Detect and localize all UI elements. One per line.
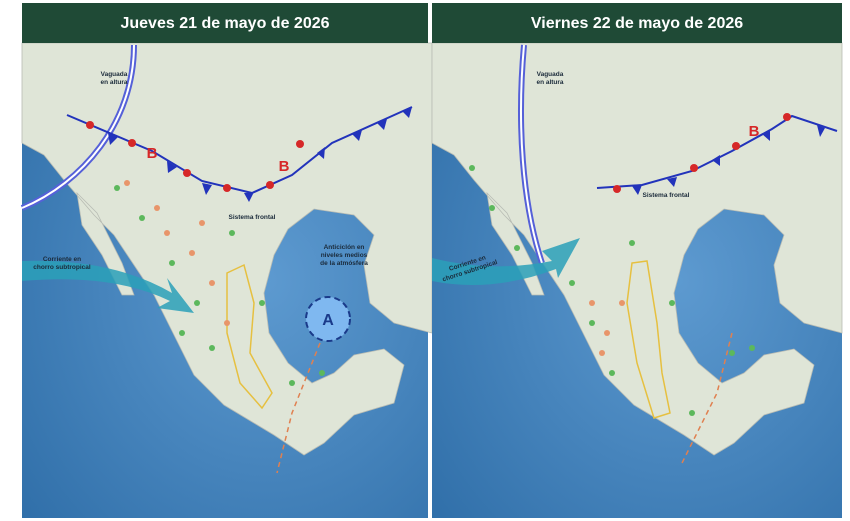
warm-front-marks: [86, 121, 304, 192]
panel: Viernes 22 de mayo de 2026 B Vaguada en a…: [431, 3, 843, 518]
trough: [520, 44, 543, 264]
low-pressure: B: [147, 145, 158, 162]
title: Viernes 22 de mayo de 2026: [531, 15, 743, 32]
instability-zone: [226, 263, 273, 410]
front-label: Sistema frontal: [643, 192, 690, 199]
label-line: Anticiclón en: [324, 244, 365, 251]
jet-arrow: [22, 260, 194, 313]
label-line: en altura: [536, 79, 563, 86]
jet-arrow: [432, 238, 580, 285]
trough-label: Vaguada en altura: [100, 71, 127, 86]
trough: [21, 44, 135, 209]
instability-zone: [626, 260, 671, 419]
cold-front-marks: [108, 107, 412, 202]
label-line: de la atmósfera: [320, 260, 368, 267]
storm-symbols: [114, 180, 325, 386]
panel: Jueves 21 de mayo de 2026 B B Vaguada en …: [20, 3, 433, 518]
anticyclone-label: Anticiclón en niveles medios de la atmósfe…: [320, 244, 368, 267]
title-bar: [432, 3, 842, 43]
low-pressure: B: [749, 123, 760, 140]
title: Jueves 21 de mayo de 2026: [120, 15, 329, 32]
anticyclone-center: A: [322, 312, 334, 329]
label-line: Vaguada: [101, 71, 128, 78]
cold-front-marks: [632, 125, 825, 195]
title-bar: [22, 3, 428, 43]
warm-front-marks: [613, 113, 791, 193]
label-line: Corriente en: [43, 256, 81, 263]
label-line: Vaguada: [537, 71, 564, 78]
label-line: en altura: [100, 79, 127, 86]
anticyclone: [305, 296, 351, 342]
label-line: niveles medios: [321, 252, 368, 259]
tropical-wave: [276, 342, 321, 474]
tropical-wave: [681, 332, 733, 464]
label-line: chorro subtropical: [33, 264, 91, 271]
storm-symbols: [469, 165, 755, 416]
trough-label: Vaguada en altura: [536, 71, 563, 86]
front-label: Sistema frontal: [229, 214, 276, 221]
low-pressure: B: [279, 158, 290, 175]
